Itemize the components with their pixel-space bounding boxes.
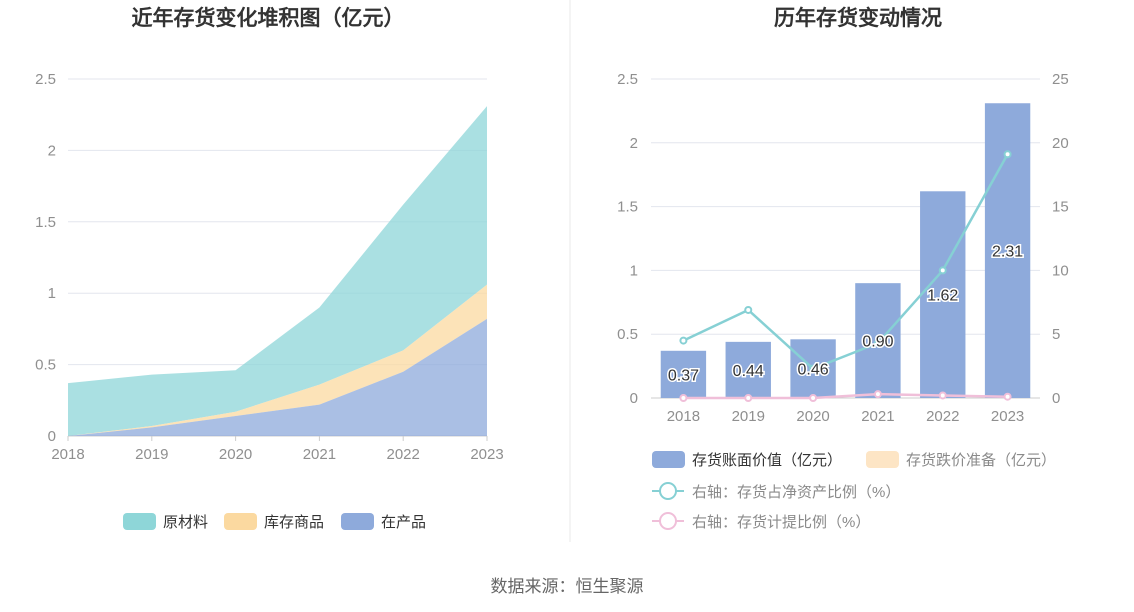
legend-label: 原材料 [163, 514, 208, 531]
right-right-y-tick-label: 10 [1052, 262, 1069, 279]
bar-data-label: 0.37 [668, 367, 699, 384]
left-legend: 原材料 库存商品 在产品 [123, 513, 426, 531]
right-x-axis: 2018 2019 2020 2021 2022 2023 [667, 408, 1025, 425]
bar-data-label: 2.31 [992, 244, 1023, 261]
bar-2022 [920, 191, 966, 398]
area-原材料 [68, 106, 487, 436]
line-point [679, 394, 688, 402]
legend-line-marker [659, 482, 677, 500]
legend-swatch [866, 451, 899, 468]
right-x-tick-label: 2021 [861, 408, 894, 425]
left-y-tick-label: 0 [48, 428, 56, 445]
right-right-y-tick-label: 25 [1052, 71, 1069, 88]
left-y-axis: 0 0.5 1 1.5 2 2.5 [35, 71, 56, 445]
right-left-y-tick-label: 2.5 [617, 71, 638, 88]
line-point [744, 394, 753, 402]
bar-data-label: 1.62 [927, 288, 958, 305]
right-x-tick-label: 2018 [667, 408, 700, 425]
right-left-y-tick-label: 2 [630, 135, 638, 152]
right-right-y-tick-label: 20 [1052, 135, 1069, 152]
left-x-tick-label: 2018 [51, 446, 84, 463]
left-x-tick-label: 2019 [135, 446, 168, 463]
area-在产品 [68, 318, 487, 436]
legend-label: 右轴：存货计提比例（%） [692, 514, 870, 531]
right-left-y-tick-label: 0.5 [617, 326, 638, 343]
line-series [682, 153, 1009, 371]
bar-data-label: 0.46 [798, 362, 829, 379]
bar-2018 [660, 350, 707, 398]
left-y-tick-label: 1 [48, 285, 56, 302]
left-x-tick-label: 2022 [387, 446, 420, 463]
right-right-y-tick-label: 15 [1052, 199, 1069, 216]
right-chart-title: 历年存货变动情况 [774, 6, 942, 30]
right-right-y-axis: 0 5 10 15 20 25 [1052, 71, 1069, 407]
bar-2019 [725, 341, 771, 398]
line-point [1003, 150, 1012, 159]
line-point [679, 336, 688, 345]
right-left-y-axis: 0 0.5 1 1.5 2 2.5 [617, 71, 638, 407]
right-x-tick-label: 2022 [926, 408, 959, 425]
right-x-tick-label: 2023 [991, 408, 1024, 425]
bar-data-label: 0.44 [733, 363, 764, 380]
legend-label: 右轴：存货占净资产比例（%） [692, 484, 900, 501]
left-x-tick-label: 2023 [470, 446, 503, 463]
right-grid [651, 78, 1040, 399]
right-left-y-tick-label: 0 [630, 390, 638, 407]
legend-label: 库存商品 [264, 514, 324, 531]
right-lines [679, 150, 1012, 402]
left-y-tick-label: 2.5 [35, 71, 56, 88]
line-series [683, 392, 1008, 400]
line-point [873, 390, 882, 399]
area-库存商品 [68, 284, 487, 436]
bar-line-chart: 历年存货变动情况 0.37 0.44 0.46 0.90 1.62 2.31 0 0.5 1 1… [617, 6, 1069, 531]
left-x-tick-label: 2020 [219, 446, 252, 463]
right-bars [660, 103, 1031, 398]
right-x-tick-label: 2019 [732, 408, 765, 425]
stacked-area-chart: 近年存货变化堆积图（亿元） 00.511.522.5 2018 2019 2020 2… [35, 6, 504, 531]
line-point [938, 266, 947, 275]
line-point [938, 391, 947, 400]
legend-swatch [123, 513, 156, 530]
legend-label: 存货账面价值（亿元） [692, 452, 842, 469]
right-right-y-tick-label: 5 [1052, 326, 1060, 343]
left-chart-title: 近年存货变化堆积图（亿元） [132, 6, 405, 30]
data-source: 数据来源：恒生聚源 [491, 577, 644, 596]
left-areas [68, 106, 487, 436]
right-left-y-tick-label: 1 [630, 262, 638, 279]
left-y-tick-label: 0.5 [35, 357, 56, 374]
legend-label: 在产品 [381, 514, 426, 531]
right-legend: 存货账面价值（亿元） 存货跌价准备（亿元） 右轴：存货占净资产比例（%） 右轴：存货计… [652, 451, 1056, 531]
left-x-tick-label: 2021 [303, 446, 336, 463]
line-point [809, 394, 818, 402]
line-point [1003, 392, 1012, 401]
left-y-tick-label: 1.5 [35, 214, 56, 231]
line-point [809, 364, 818, 373]
bar-data-label: 0.90 [862, 334, 893, 351]
right-bar-labels: 0.37 0.44 0.46 0.90 1.62 2.31 [666, 242, 1024, 386]
legend-line-marker [659, 512, 677, 530]
line-point [873, 339, 882, 348]
right-x-tick-label: 2020 [796, 408, 829, 425]
legend-label: 存货跌价准备（亿元） [906, 452, 1056, 469]
legend-swatch [652, 451, 685, 468]
line-point [744, 305, 753, 314]
legend-swatch [341, 513, 374, 530]
right-right-y-tick-label: 0 [1052, 390, 1060, 407]
right-left-y-tick-label: 1.5 [617, 199, 638, 216]
left-x-axis: 2018 2019 2020 2021 2022 2023 [51, 436, 504, 463]
legend-swatch [224, 513, 257, 530]
left-y-tick-label: 2 [48, 142, 56, 159]
